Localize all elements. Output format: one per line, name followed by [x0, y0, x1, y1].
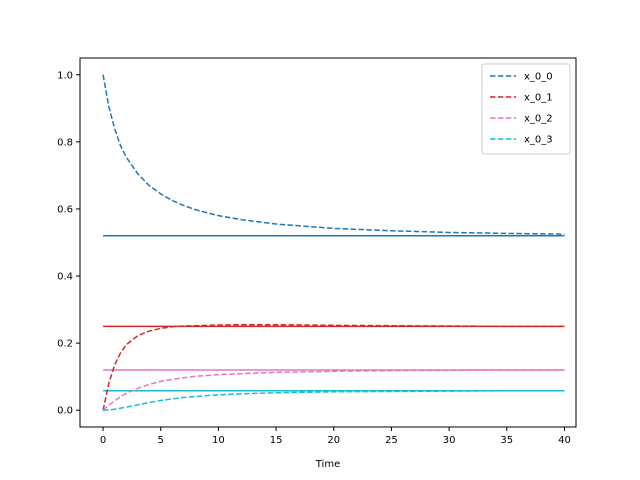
series-line-x_0_3: [103, 390, 565, 411]
y-tick-label: 0.6: [57, 204, 73, 215]
series-line-x_0_2: [102, 369, 565, 411]
y-tick-label: 0.0: [57, 406, 73, 417]
plot-frame: [79, 57, 577, 428]
x-tick-label: 10: [212, 435, 225, 446]
legend-box: [481, 63, 571, 155]
x-tick-label: 35: [500, 435, 513, 446]
y-tick-label: 0.2: [57, 339, 73, 350]
y-tick-label: 0.8: [57, 137, 73, 148]
series-line-x_0_1: [102, 323, 565, 411]
legend-label-x_0_3: x_0_3: [524, 135, 553, 146]
y-tick-label: 0.4: [57, 272, 73, 283]
y-tick-label: 1.0: [57, 70, 73, 81]
x-axis: 0 5 10 15 20 25 30 35 40: [100, 427, 571, 446]
series-layer: [102, 74, 565, 411]
x-axis-label: Time: [315, 459, 340, 470]
x-tick-label: 20: [327, 435, 340, 446]
y-axis: 0.0 0.2 0.4 0.6 0.8 1.0: [57, 70, 80, 417]
x-tick-label: 30: [443, 435, 456, 446]
series-line-x_0_0: [102, 74, 565, 235]
x-tick-label: 5: [158, 435, 164, 446]
legend-label-x_0_2: x_0_2: [524, 114, 553, 125]
legend-label-x_0_0: x_0_0: [524, 72, 553, 83]
x-tick-label: 25: [385, 435, 398, 446]
x-tick-label: 0: [100, 435, 106, 446]
legend-label-x_0_1: x_0_1: [524, 93, 553, 104]
x-tick-label: 40: [558, 435, 571, 446]
legend: x_0_0 x_0_1 x_0_2 x_0_3: [481, 63, 571, 155]
x-tick-label: 15: [270, 435, 283, 446]
